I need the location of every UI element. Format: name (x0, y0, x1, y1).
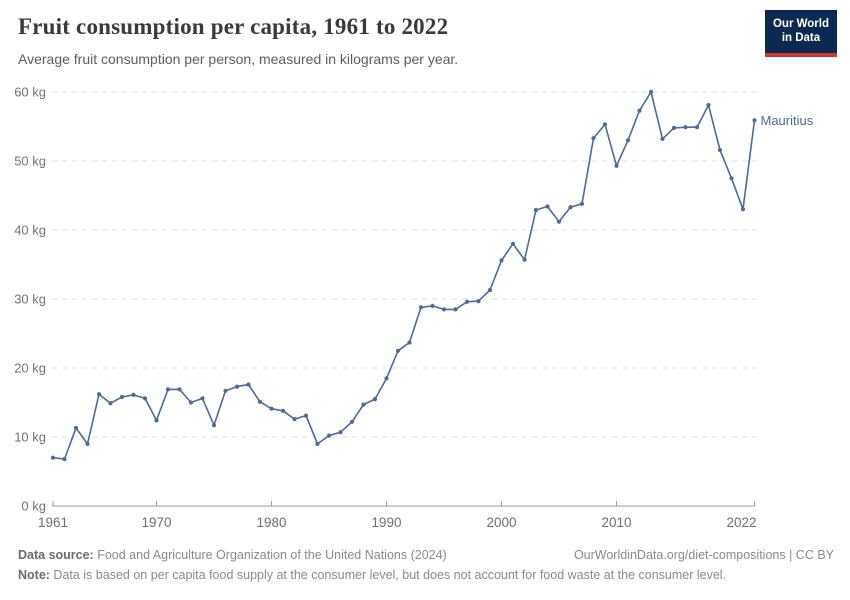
x-tick-label-2022: 2022 (726, 515, 756, 530)
owid-logo: Our World in Data (764, 10, 837, 57)
data-point-1983[interactable] (303, 413, 309, 418)
data-point-1970[interactable] (154, 418, 159, 423)
data-point-1963[interactable] (73, 425, 79, 431)
y-tick-label-20kg: 20 kg (14, 361, 46, 376)
data-point-1979[interactable] (257, 399, 263, 404)
data-point-2005[interactable] (556, 219, 562, 224)
y-tick-label-50kg: 50 kg (14, 154, 46, 169)
data-point-2014[interactable] (660, 136, 665, 141)
data-point-2009[interactable] (602, 122, 608, 127)
data-point-1969[interactable] (142, 396, 148, 401)
footer-row-datasource: Data source: Food and Agriculture Organi… (18, 545, 834, 565)
x-tick-label-1961: 1961 (38, 515, 68, 530)
data-point-1993[interactable] (418, 305, 424, 310)
data-point-2016[interactable] (683, 125, 688, 130)
data-point-1988[interactable] (361, 402, 366, 407)
data-point-1961[interactable] (50, 455, 56, 460)
x-tick-label-2010: 2010 (601, 515, 631, 530)
data-point-1980[interactable] (269, 406, 274, 411)
data-point-2022[interactable] (752, 118, 757, 123)
data-point-2018[interactable] (706, 103, 711, 108)
series-label-mauritius[interactable]: Mauritius (760, 113, 814, 129)
data-point-2003[interactable] (533, 207, 539, 213)
data-point-1972[interactable] (177, 387, 182, 392)
y-tick-label-0kg: 0 kg (21, 499, 46, 514)
data-point-1966[interactable] (108, 401, 113, 406)
data-point-1975[interactable] (211, 423, 217, 428)
data-point-2020[interactable] (729, 176, 734, 181)
datasource-value: Food and Agriculture Organization of the… (93, 548, 447, 562)
x-tick-label-1990: 1990 (371, 515, 401, 530)
data-point-1992[interactable] (407, 340, 412, 345)
data-point-1984[interactable] (315, 441, 320, 446)
data-point-1962[interactable] (62, 457, 67, 462)
data-point-1991[interactable] (395, 348, 401, 353)
data-point-1994[interactable] (430, 303, 435, 308)
y-tick-label-10kg: 10 kg (14, 430, 46, 445)
data-point-1995[interactable] (441, 307, 447, 312)
data-point-2017[interactable] (694, 125, 700, 130)
owid-logo-line1: Our World (772, 18, 829, 30)
data-point-1982[interactable] (292, 417, 297, 422)
data-point-2015[interactable] (671, 125, 677, 130)
data-point-2013[interactable] (648, 89, 654, 95)
data-point-2006[interactable] (568, 205, 573, 210)
data-point-1976[interactable] (223, 388, 228, 393)
x-tick-label-1970: 1970 (141, 515, 171, 530)
note-value: Data is based on per capita food supply … (49, 568, 727, 583)
data-point-2001[interactable] (510, 241, 516, 246)
page-title: Fruit consumption per capita, 1961 to 20… (18, 14, 449, 39)
data-point-1978[interactable] (246, 382, 251, 387)
data-point-1997[interactable] (464, 299, 470, 304)
data-point-2000[interactable] (499, 258, 504, 263)
data-point-1977[interactable] (234, 384, 240, 389)
data-point-1989[interactable] (372, 397, 378, 402)
data-point-1999[interactable] (487, 287, 493, 293)
x-tick-label-1980: 1980 (256, 515, 286, 530)
page-subtitle: Average fruit consumption per person, me… (18, 51, 459, 67)
data-point-1986[interactable] (338, 430, 343, 435)
x-tick-label-2000: 2000 (486, 515, 516, 530)
chart-footer: Data source: Food and Agriculture Organi… (18, 545, 834, 586)
y-tick-label-30kg: 30 kg (14, 292, 46, 307)
data-point-2007[interactable] (579, 201, 585, 206)
data-point-1985[interactable] (326, 433, 332, 438)
data-point-1990[interactable] (384, 376, 389, 381)
data-point-2002[interactable] (522, 257, 527, 262)
data-point-1987[interactable] (349, 419, 355, 424)
owid-logo-line2: in Data (781, 32, 821, 45)
data-point-1967[interactable] (119, 394, 125, 400)
data-point-1998[interactable] (476, 299, 481, 304)
data-point-1968[interactable] (131, 392, 136, 397)
footer-row-note: Note: Data is based on per capita food s… (18, 565, 834, 585)
series-line-mauritius (52, 91, 756, 460)
y-tick-label-60kg: 60 kg (14, 85, 46, 100)
data-point-2008[interactable] (591, 136, 596, 141)
data-point-1981[interactable] (280, 408, 286, 413)
owid-credit-link[interactable]: OurWorldinData.org/diet-compositions | C… (573, 548, 834, 562)
data-point-1964[interactable] (85, 441, 90, 446)
data-point-1965[interactable] (96, 392, 102, 397)
y-tick-label-40kg: 40 kg (14, 223, 46, 238)
data-point-2004[interactable] (545, 204, 550, 209)
note-label: Note: (18, 568, 50, 583)
data-point-2012[interactable] (637, 108, 642, 113)
data-point-2019[interactable] (717, 147, 723, 153)
data-point-2010[interactable] (614, 163, 619, 168)
data-point-2011[interactable] (625, 138, 631, 143)
datasource-text: Data source: Food and Agriculture Organi… (18, 545, 447, 565)
data-point-1973[interactable] (188, 400, 194, 405)
data-point-2021[interactable] (740, 207, 746, 212)
data-point-1971[interactable] (165, 387, 171, 392)
data-point-1974[interactable] (200, 396, 205, 401)
datasource-label: Data source: (18, 548, 94, 562)
line-chart: 0 kg 10 kg 20 kg 30 kg 40 kg 50 kg 60 kg 1961 19… (14, 85, 757, 530)
data-point-1996[interactable] (453, 307, 458, 312)
